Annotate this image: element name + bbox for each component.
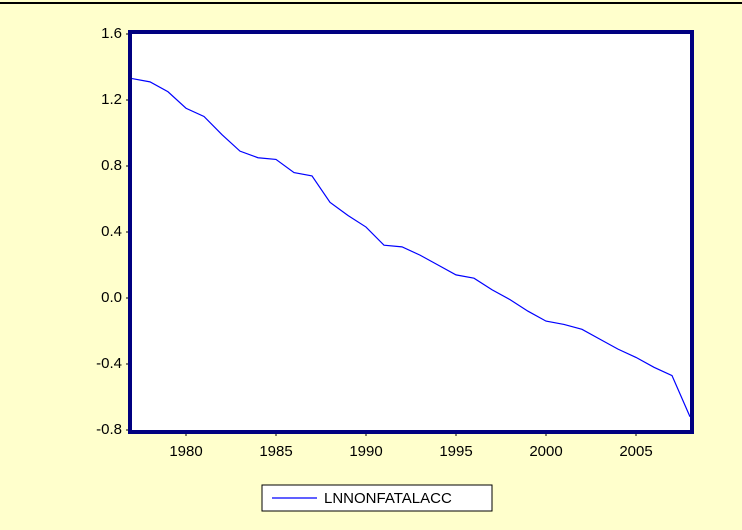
y-tick-label: 0.0 <box>101 289 122 306</box>
legend-label: LNNONFATALACC <box>324 490 452 507</box>
series-line <box>131 77 691 418</box>
x-tick-label: 2000 <box>529 443 562 460</box>
x-tick-label: 1990 <box>349 443 382 460</box>
plot-area <box>130 32 692 432</box>
x-tick-label: 2005 <box>619 443 652 460</box>
y-tick-label: 1.6 <box>101 25 122 42</box>
x-tick-label: 1995 <box>439 443 472 460</box>
y-tick-label: -0.8 <box>96 421 122 438</box>
x-tick-label: 1985 <box>259 443 292 460</box>
y-tick-label: 1.2 <box>101 91 122 108</box>
y-tick-label: -0.4 <box>96 355 122 372</box>
x-tick-label: 1980 <box>169 443 202 460</box>
y-tick-label: 0.4 <box>101 223 122 240</box>
y-tick-label: 0.8 <box>101 157 122 174</box>
plot-frame <box>128 30 694 434</box>
